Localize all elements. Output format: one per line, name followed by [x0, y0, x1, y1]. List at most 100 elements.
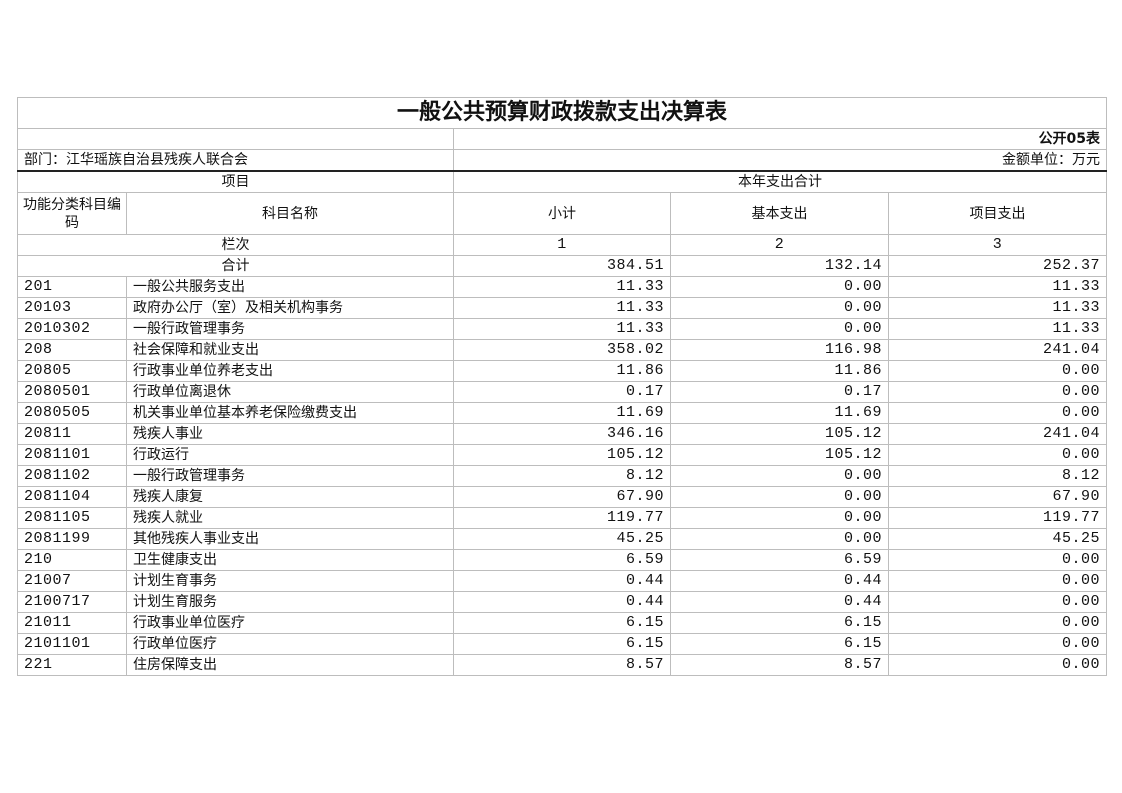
row-subtotal: 45.25 [453, 528, 671, 550]
row-code: 2010302 [17, 318, 127, 340]
row-subtotal: 105.12 [453, 444, 671, 466]
row-name: 计划生育事务 [126, 570, 454, 592]
column-index-2: 2 [670, 234, 889, 256]
row-code: 2081102 [17, 465, 127, 487]
row-basic: 6.15 [670, 612, 889, 634]
row-name: 残疾人康复 [126, 486, 454, 508]
header-total-group: 本年支出合计 [452, 170, 1108, 193]
row-project: 45.25 [887, 528, 1108, 550]
row-project: 11.33 [887, 276, 1108, 298]
header-name: 科目名称 [126, 192, 454, 235]
row-subtotal: 11.86 [453, 360, 671, 382]
row-name: 残疾人就业 [126, 507, 454, 529]
table-row: 2081199 其他残疾人事业支出 45.25 0.00 45.25 [17, 528, 1108, 550]
table-row: 2010302 一般行政管理事务 11.33 0.00 11.33 [17, 318, 1108, 340]
row-code: 2080505 [17, 402, 127, 424]
table-row: 2101101 行政单位医疗 6.15 6.15 0.00 [17, 633, 1108, 655]
row-project: 0.00 [887, 570, 1108, 592]
table-row: 20805 行政事业单位养老支出 11.86 11.86 0.00 [17, 360, 1108, 382]
row-basic: 11.69 [670, 402, 889, 424]
row-subtotal: 8.12 [453, 465, 671, 487]
table-row: 2081102 一般行政管理事务 8.12 0.00 8.12 [17, 465, 1108, 487]
row-code: 2101101 [17, 633, 127, 655]
row-name: 行政运行 [126, 444, 454, 466]
row-name: 计划生育服务 [126, 591, 454, 613]
row-name: 机关事业单位基本养老保险缴费支出 [126, 402, 454, 424]
total-project: 252.37 [887, 255, 1108, 277]
table-row: 221 住房保障支出 8.57 8.57 0.00 [17, 654, 1108, 676]
table-row: 20811 残疾人事业 346.16 105.12 241.04 [17, 423, 1108, 445]
row-subtotal: 6.15 [453, 612, 671, 634]
table-row: 21011 行政事业单位医疗 6.15 6.15 0.00 [17, 612, 1108, 634]
row-basic: 0.00 [670, 528, 889, 550]
row-code: 2081199 [17, 528, 127, 550]
row-project: 0.00 [887, 381, 1108, 403]
row-basic: 0.44 [670, 570, 889, 592]
total-basic: 132.14 [670, 255, 889, 277]
header-project: 项目支出 [887, 192, 1108, 235]
row-project: 0.00 [887, 612, 1108, 634]
row-code: 208 [17, 339, 127, 361]
row-basic: 105.12 [670, 444, 889, 466]
row-name: 卫生健康支出 [126, 549, 454, 571]
form-number: 公开05表 [452, 128, 1108, 150]
row-code: 21007 [17, 570, 127, 592]
header-basic: 基本支出 [670, 192, 889, 235]
row-name: 一般行政管理事务 [126, 318, 454, 340]
row-project: 241.04 [887, 423, 1108, 445]
row-project: 241.04 [887, 339, 1108, 361]
row-code: 2080501 [17, 381, 127, 403]
row-basic: 0.17 [670, 381, 889, 403]
total-subtotal: 384.51 [453, 255, 671, 277]
row-project: 119.77 [887, 507, 1108, 529]
table-row: 2081101 行政运行 105.12 105.12 0.00 [17, 444, 1108, 466]
row-name: 住房保障支出 [126, 654, 454, 676]
table-row: 210 卫生健康支出 6.59 6.59 0.00 [17, 549, 1108, 571]
header-item: 项目 [17, 170, 454, 193]
table-row: 2081104 残疾人康复 67.90 0.00 67.90 [17, 486, 1108, 508]
column-index-3: 3 [887, 234, 1108, 256]
row-subtotal: 358.02 [453, 339, 671, 361]
row-code: 20103 [17, 297, 127, 319]
row-subtotal: 11.33 [453, 276, 671, 298]
row-subtotal: 67.90 [453, 486, 671, 508]
row-name: 行政事业单位医疗 [126, 612, 454, 634]
table-row: 2081105 残疾人就业 119.77 0.00 119.77 [17, 507, 1108, 529]
row-subtotal: 11.69 [453, 402, 671, 424]
row-project: 0.00 [887, 654, 1108, 676]
row-project: 11.33 [887, 297, 1108, 319]
row-name: 一般公共服务支出 [126, 276, 454, 298]
row-project: 0.00 [887, 444, 1108, 466]
row-basic: 0.44 [670, 591, 889, 613]
row-subtotal: 8.57 [453, 654, 671, 676]
budget-expenditure-table: 一般公共预算财政拨款支出决算表 公开05表 部门：江华瑶族自治县残疾人联合会 金额… [16, 97, 1108, 676]
table-row: 2100717 计划生育服务 0.44 0.44 0.00 [17, 591, 1108, 613]
row-code: 221 [17, 654, 127, 676]
department-label: 部门：江华瑶族自治县残疾人联合会 [17, 149, 454, 172]
row-name: 政府办公厅（室）及相关机构事务 [126, 297, 454, 319]
row-name: 残疾人事业 [126, 423, 454, 445]
row-subtotal: 6.59 [453, 549, 671, 571]
row-subtotal: 0.44 [453, 570, 671, 592]
row-basic: 11.86 [670, 360, 889, 382]
row-subtotal: 0.17 [453, 381, 671, 403]
row-basic: 6.59 [670, 549, 889, 571]
column-index-1: 1 [453, 234, 671, 256]
table-row: 21007 计划生育事务 0.44 0.44 0.00 [17, 570, 1108, 592]
row-basic: 8.57 [670, 654, 889, 676]
header-code: 功能分类科目编码 [17, 192, 127, 235]
table-row: 20103 政府办公厅（室）及相关机构事务 11.33 0.00 11.33 [17, 297, 1108, 319]
row-basic: 105.12 [670, 423, 889, 445]
row-subtotal: 11.33 [453, 297, 671, 319]
table-row: 208 社会保障和就业支出 358.02 116.98 241.04 [17, 339, 1108, 361]
row-project: 0.00 [887, 402, 1108, 424]
row-project: 67.90 [887, 486, 1108, 508]
row-subtotal: 346.16 [453, 423, 671, 445]
header-subtotal: 小计 [453, 192, 671, 235]
row-project: 0.00 [887, 633, 1108, 655]
row-basic: 0.00 [670, 465, 889, 487]
row-subtotal: 119.77 [453, 507, 671, 529]
total-label: 合计 [17, 255, 454, 277]
row-subtotal: 6.15 [453, 633, 671, 655]
table-row: 2080501 行政单位离退休 0.17 0.17 0.00 [17, 381, 1108, 403]
